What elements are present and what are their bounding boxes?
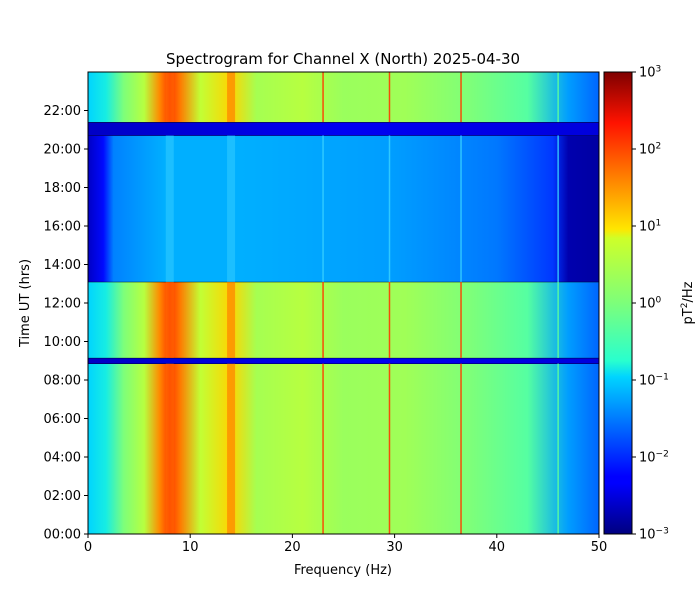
x-axis: 0 10 20 30 40 50: [84, 534, 607, 555]
colorbar-tick-exponent: 1: [656, 219, 662, 229]
time-segment-high: [88, 363, 599, 534]
colorbar-tick-label: 102: [639, 142, 661, 158]
colorbar-tick-base: 10: [639, 66, 656, 81]
colorbar-tick-exponent: −1: [656, 373, 669, 383]
colorbar-tick-label: 10−1: [639, 373, 669, 389]
x-axis-label: Frequency (Hz): [294, 563, 392, 578]
colorbar-tick-exponent: 2: [656, 142, 662, 152]
y-tick-label: 00:00: [44, 528, 81, 543]
y-axis-label: Time UT (hrs): [18, 259, 33, 348]
colorbar-label-rest: /Hz: [681, 281, 696, 302]
y-tick-label: 16:00: [44, 220, 81, 235]
chart-title: Spectrogram for Channel X (North) 2025-0…: [166, 50, 520, 68]
y-tick-label: 08:00: [44, 374, 81, 389]
colorbar-tick-label: 10−3: [639, 527, 669, 543]
y-tick-label: 10:00: [44, 335, 81, 350]
spectral-lines: [165, 72, 559, 534]
colorbar-tick-base: 10: [639, 528, 656, 543]
colorbar-tick-exponent: −2: [656, 450, 669, 460]
colorbar-tick-label: 10−2: [639, 450, 669, 466]
colorbar-tick-base: 10: [639, 220, 656, 235]
y-tick-label: 04:00: [44, 451, 81, 466]
y-axis: 00:00 02:00 04:00 06:00 08:00 10:00 12:00 14:00…: [44, 104, 88, 543]
y-tick-label: 18:00: [44, 181, 81, 196]
colorbar-label: pT2/Hz: [680, 281, 696, 324]
x-tick-label: 40: [489, 540, 506, 555]
colorbar-label-sup: 2: [680, 303, 690, 309]
x-tick-label: 30: [386, 540, 403, 555]
colorbar-tick-exponent: 3: [656, 65, 662, 75]
colorbar-tick-label: 103: [639, 65, 661, 81]
plot-area: [88, 72, 599, 534]
y-tick-label: 20:00: [44, 143, 81, 158]
y-tick-label: 12:00: [44, 297, 81, 312]
colorbar-tick-label: 101: [639, 219, 661, 235]
colorbar-label-main: pT: [681, 308, 696, 324]
x-tick-label: 20: [284, 540, 301, 555]
colorbar-tick-base: 10: [639, 451, 656, 466]
time-segment-gap: [88, 122, 599, 136]
x-tick-label: 10: [182, 540, 199, 555]
time-segments: [88, 72, 599, 534]
colorbar-tick-base: 10: [639, 143, 656, 158]
time-segment-low: [88, 135, 599, 282]
x-tick-label: 0: [84, 540, 92, 555]
y-tick-label: 06:00: [44, 412, 81, 427]
colorbar-tick-label: 100: [639, 296, 662, 312]
time-segment-high: [88, 72, 599, 123]
time-segment-gap: [88, 357, 599, 364]
colorbar-tick-exponent: 0: [656, 296, 662, 306]
colorbar-tick-base: 10: [639, 374, 656, 389]
y-tick-label: 02:00: [44, 489, 81, 504]
y-tick-label: 22:00: [44, 104, 81, 119]
time-segment-high: [88, 281, 599, 358]
colorbar-tick-base: 10: [639, 297, 656, 312]
x-tick-label: 50: [591, 540, 608, 555]
y-tick-label: 14:00: [44, 258, 81, 273]
colorbar-tick-exponent: −3: [656, 527, 669, 537]
colorbar-gradient: [603, 71, 633, 535]
